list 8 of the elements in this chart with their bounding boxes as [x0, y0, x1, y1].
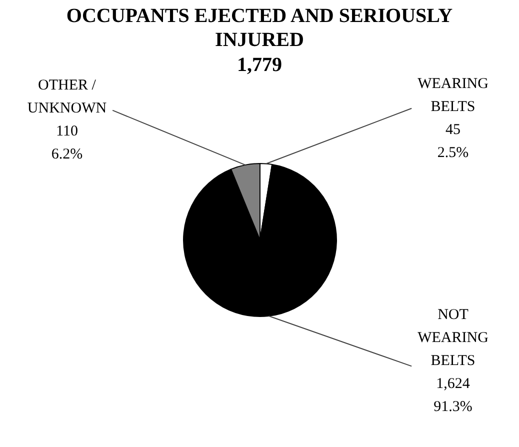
- data-label: 45 2.5%: [437, 122, 469, 161]
- chart-title: OCCUPANTS EJECTED AND SERIOUSLY INJURED: [65, 4, 454, 52]
- slice-label: WEARING BELTS: [418, 76, 489, 115]
- data-label: 1,624 91.3%: [434, 376, 472, 416]
- slice-label: NOT WEARING BELTS: [418, 307, 489, 370]
- data-label: 110 6.2%: [51, 124, 83, 163]
- chart-subtitle: 1,779: [236, 54, 283, 77]
- slice-label: OTHER / UNKNOWN: [27, 78, 107, 117]
